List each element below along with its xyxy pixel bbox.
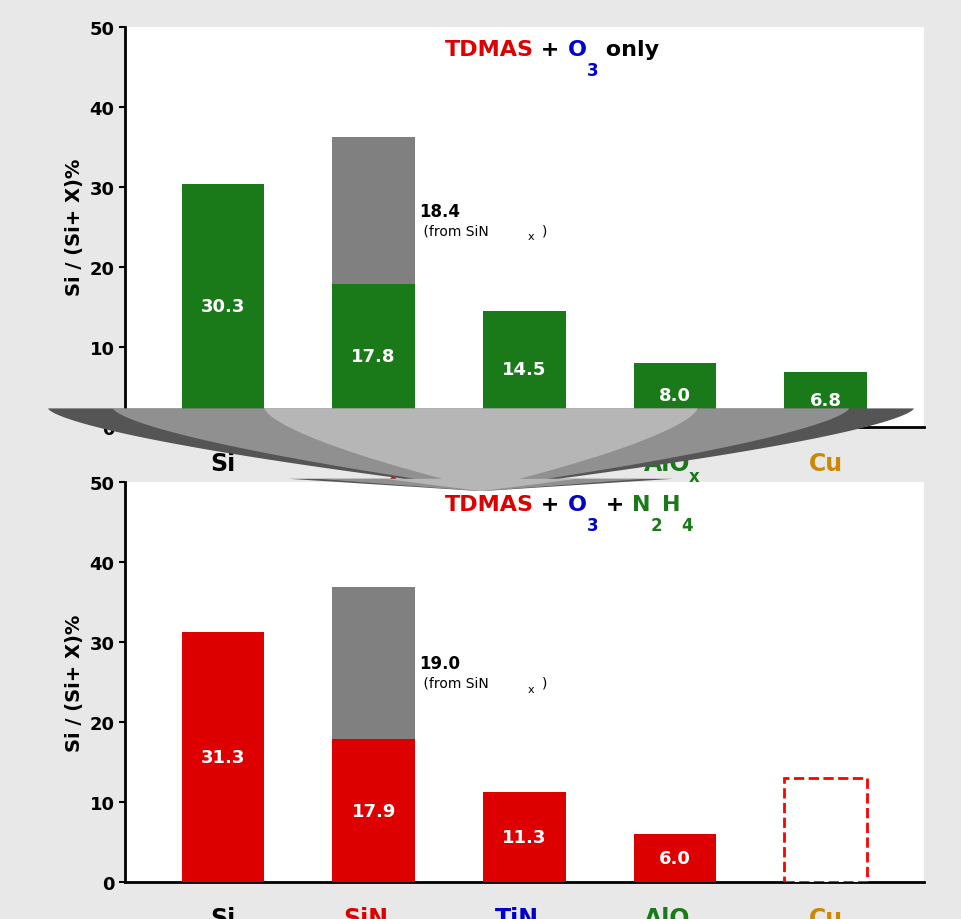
Text: (from SiN: (from SiN [418, 676, 488, 690]
Text: x: x [527, 684, 533, 694]
Text: ): ) [542, 224, 547, 238]
Text: x: x [527, 233, 533, 242]
Text: TDMAS: TDMAS [444, 494, 533, 515]
Bar [482, 792, 565, 882]
Text: 6.8: 6.8 [809, 391, 841, 409]
Text: +: + [598, 494, 631, 515]
Bar [783, 777, 866, 882]
Text: H: H [662, 494, 680, 515]
Bar [182, 185, 264, 427]
Text: SiN: SiN [343, 906, 388, 919]
Text: +: + [533, 494, 567, 515]
Text: 31.3: 31.3 [201, 748, 245, 766]
Text: 4: 4 [680, 516, 692, 535]
Bar [482, 312, 565, 427]
Bar [332, 587, 414, 739]
Text: Cu: Cu [807, 451, 842, 475]
Polygon shape [48, 409, 913, 492]
Polygon shape [113, 409, 848, 492]
Text: SiN: SiN [343, 451, 388, 475]
Text: 17.8: 17.8 [351, 347, 396, 365]
Bar [332, 285, 414, 427]
Text: Si: Si [210, 451, 235, 475]
Text: 3: 3 [586, 62, 598, 80]
Text: only: only [598, 40, 658, 60]
Y-axis label: Si / (Si+ X)%: Si / (Si+ X)% [65, 614, 84, 751]
Bar [633, 363, 716, 427]
Text: AlO: AlO [644, 451, 690, 475]
Bar [182, 632, 264, 882]
Polygon shape [264, 409, 697, 492]
Text: x: x [538, 467, 549, 485]
Text: ): ) [542, 676, 547, 690]
Text: 14.5: 14.5 [502, 360, 546, 379]
Text: x: x [387, 467, 398, 485]
Text: Si: Si [210, 906, 235, 919]
Text: N: N [631, 494, 651, 515]
Text: AlO: AlO [644, 906, 690, 919]
Text: 2: 2 [651, 516, 662, 535]
Text: +: + [533, 40, 567, 60]
Bar [332, 739, 414, 882]
Text: 18.4: 18.4 [418, 202, 459, 221]
Text: TDMAS: TDMAS [444, 40, 533, 60]
Text: x: x [688, 467, 700, 485]
Bar [332, 138, 414, 285]
Text: (from SiN: (from SiN [418, 224, 488, 238]
Bar [783, 373, 866, 427]
Text: 11.3: 11.3 [502, 828, 546, 846]
Text: O: O [567, 40, 586, 60]
Text: O: O [567, 494, 586, 515]
Y-axis label: Si / (Si+ X)%: Si / (Si+ X)% [65, 159, 84, 296]
Text: 8.0: 8.0 [658, 386, 690, 404]
Text: Cu: Cu [807, 906, 842, 919]
Text: TiN: TiN [494, 906, 538, 919]
Text: 17.9: 17.9 [351, 801, 395, 820]
Text: 6.0: 6.0 [658, 849, 690, 868]
Text: 3: 3 [586, 516, 598, 535]
Bar [633, 834, 716, 882]
Text: 19.0: 19.0 [418, 654, 459, 672]
Text: 30.3: 30.3 [201, 297, 245, 315]
Text: TiN: TiN [494, 451, 538, 475]
